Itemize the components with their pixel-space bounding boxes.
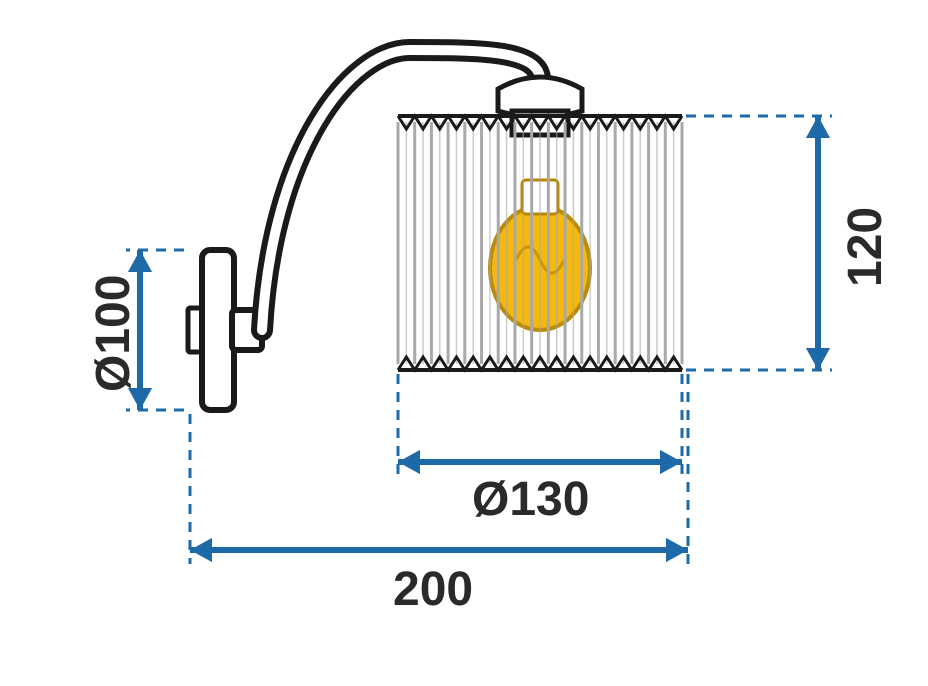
dim-label-shade-diameter: Ø130: [472, 472, 589, 527]
diagram-canvas: Ø100 Ø130 120 200: [0, 0, 928, 686]
dim-label-base-diameter: Ø100: [86, 275, 141, 392]
dim-label-shade-height: 120: [838, 207, 893, 287]
dim-label-total-width: 200: [393, 562, 473, 617]
